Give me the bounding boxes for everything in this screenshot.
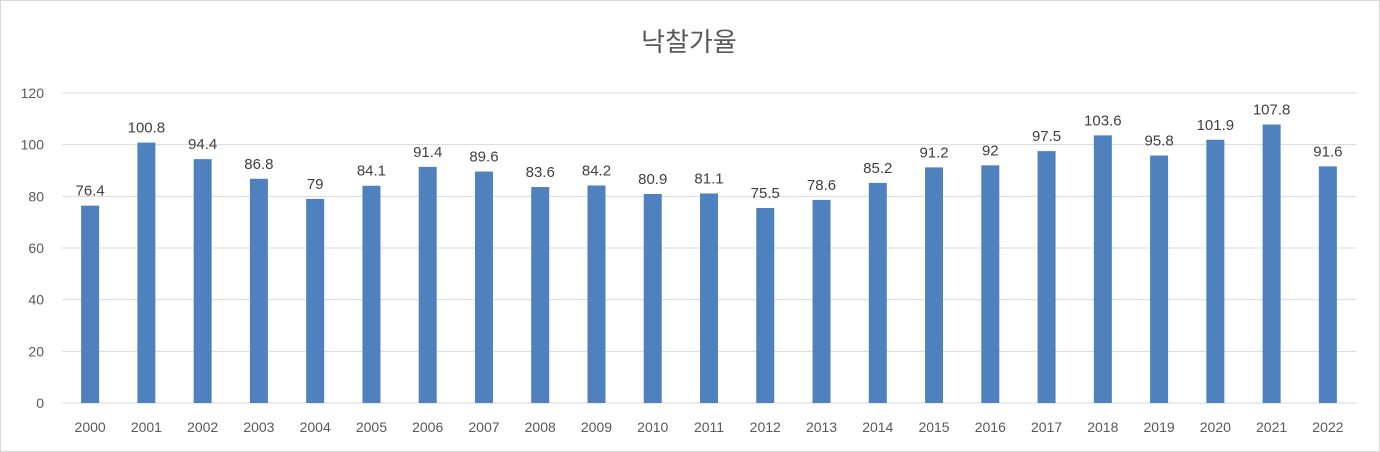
x-tick-label: 2020	[1200, 419, 1231, 435]
bar	[1206, 139, 1225, 403]
bar	[418, 166, 437, 403]
bar	[306, 198, 325, 403]
x-tick-label: 2003	[243, 419, 274, 435]
chart-title: 낙찰가율	[641, 28, 737, 58]
data-label: 97.5	[1032, 128, 1061, 145]
y-axis-ticks: 0 20 40 60 80 100 120	[21, 85, 45, 411]
bar	[137, 142, 156, 403]
x-tick-label: 2013	[806, 419, 837, 435]
bar	[1262, 124, 1281, 404]
x-tick-label: 2011	[694, 419, 724, 435]
data-label: 92	[982, 142, 999, 159]
data-label: 79	[307, 176, 324, 193]
data-label: 85.2	[863, 160, 892, 177]
x-tick-label: 2009	[581, 419, 612, 435]
bar	[756, 207, 775, 403]
bar	[925, 167, 944, 403]
bar	[81, 205, 100, 403]
data-label: 103.6	[1084, 112, 1122, 129]
y-tick-label: 100	[21, 137, 45, 153]
x-tick-label: 2005	[356, 419, 387, 435]
bar	[193, 159, 212, 403]
data-labels: 76.4 100.8 94.4 86.8 79 84.1 91.4 89.6 83.6 84.2 8…	[76, 102, 1343, 202]
x-tick-label: 2014	[862, 419, 893, 435]
y-tick-label: 60	[28, 240, 44, 256]
data-label: 89.6	[469, 149, 498, 166]
y-tick-label: 80	[28, 188, 44, 204]
x-tick-label: 2008	[525, 419, 556, 435]
x-tick-label: 2016	[975, 419, 1006, 435]
data-label: 95.8	[1144, 133, 1173, 150]
data-label: 83.6	[526, 164, 555, 181]
x-tick-label: 2021	[1256, 419, 1287, 435]
x-axis-ticks: 2000 2001 2002 2003 2004 2005 2006 2007 2008 2009…	[75, 419, 1344, 435]
x-tick-label: 2018	[1087, 419, 1118, 435]
data-label: 101.9	[1197, 117, 1235, 134]
x-tick-label: 2007	[468, 419, 499, 435]
bar	[249, 178, 268, 403]
bar	[1093, 135, 1112, 403]
bar	[868, 182, 887, 403]
bar	[474, 171, 493, 403]
data-label: 84.1	[357, 163, 386, 180]
x-tick-label: 2001	[131, 419, 162, 435]
x-tick-label: 2022	[1312, 419, 1343, 435]
data-label: 76.4	[76, 183, 105, 200]
x-tick-label: 2002	[187, 419, 218, 435]
data-label: 91.6	[1313, 143, 1342, 160]
bar	[1150, 155, 1169, 403]
x-tick-label: 2010	[637, 419, 668, 435]
data-label: 78.6	[807, 177, 836, 194]
y-tick-label: 40	[28, 292, 44, 308]
x-tick-label: 2000	[75, 419, 106, 435]
data-label: 84.2	[582, 162, 611, 179]
data-label: 94.4	[188, 136, 217, 153]
data-label: 91.4	[413, 144, 442, 161]
bar	[1318, 166, 1337, 403]
x-tick-label: 2019	[1144, 419, 1175, 435]
data-label: 80.9	[638, 171, 667, 188]
data-label: 91.2	[919, 144, 948, 161]
y-tick-label: 120	[21, 85, 45, 101]
x-tick-label: 2004	[300, 419, 331, 435]
bar	[587, 185, 606, 403]
y-tick-label: 0	[36, 395, 44, 411]
y-tick-label: 20	[28, 343, 44, 359]
bar	[643, 194, 662, 403]
data-label: 75.5	[751, 185, 780, 202]
bar	[981, 165, 1000, 403]
data-label: 107.8	[1253, 102, 1291, 119]
bar	[1037, 151, 1056, 403]
x-tick-label: 2012	[750, 419, 781, 435]
x-tick-label: 2015	[918, 419, 949, 435]
x-tick-label: 2017	[1031, 419, 1062, 435]
bar	[531, 187, 550, 403]
x-tick-label: 2006	[412, 419, 443, 435]
bar	[700, 193, 718, 403]
data-label: 81.1	[694, 170, 723, 187]
bar	[362, 185, 381, 403]
data-label: 86.8	[244, 156, 273, 173]
data-label: 100.8	[128, 120, 166, 137]
bar	[812, 199, 831, 403]
bars	[81, 124, 1337, 404]
